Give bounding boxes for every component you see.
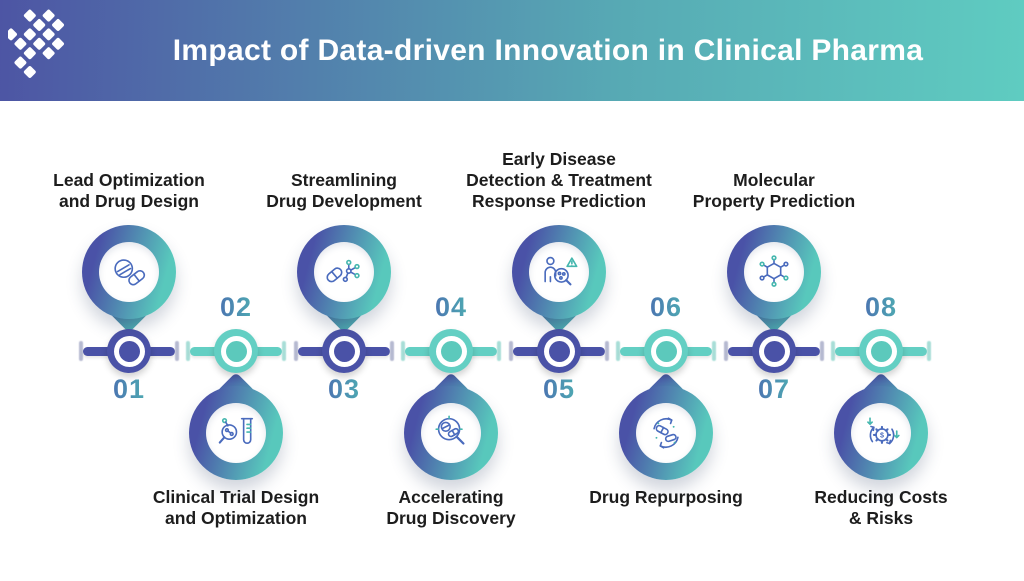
page-title: Impact of Data-driven Innovation in Clin… xyxy=(172,33,924,67)
item-number: 07 xyxy=(734,374,814,405)
item-bubble xyxy=(727,225,821,333)
timeline-node xyxy=(429,329,473,373)
timeline-segment xyxy=(186,329,286,373)
item-number: 05 xyxy=(519,374,599,405)
item-number: 08 xyxy=(841,292,921,323)
timeline-segment xyxy=(79,329,179,373)
item-bubble: $ xyxy=(834,372,928,480)
timeline-node xyxy=(107,329,151,373)
svg-text:$: $ xyxy=(880,431,884,439)
timeline-segment xyxy=(616,329,716,373)
pills-icon xyxy=(114,259,146,286)
item-title: Lead Optimization and Drug Design xyxy=(53,170,205,211)
item-title: Molecular Property Prediction xyxy=(692,170,856,211)
item-title: Streamlining Drug Development xyxy=(266,170,422,211)
magnifier-pills-icon xyxy=(435,415,465,445)
pixel-cluster-logo-icon xyxy=(5,4,84,89)
item-number: 03 xyxy=(304,374,384,405)
item-bubble xyxy=(619,372,713,480)
capsule-molecule-icon xyxy=(326,259,360,283)
timeline-segment xyxy=(831,329,931,373)
timeline-node xyxy=(537,329,581,373)
patient-risk-icon xyxy=(544,256,578,286)
timeline-segment xyxy=(509,329,609,373)
item-number: 06 xyxy=(626,292,706,323)
timeline-node xyxy=(644,329,688,373)
timeline-segment xyxy=(401,329,501,373)
item-number: 04 xyxy=(411,292,491,323)
molecule-icon xyxy=(759,255,789,287)
timeline-node xyxy=(859,329,903,373)
item-bubble xyxy=(404,372,498,480)
drug-repurposing-icon xyxy=(653,417,679,449)
item-bubble xyxy=(82,225,176,333)
item-title: Early Disease Detection & Treatment Resp… xyxy=(466,149,652,211)
timeline-segment xyxy=(294,329,394,373)
item-title: Reducing Costs & Risks xyxy=(814,487,948,528)
header-banner: Impact of Data-driven Innovation in Clin… xyxy=(0,0,1024,101)
item-bubble xyxy=(297,225,391,333)
item-title: Accelerating Drug Discovery xyxy=(386,487,516,528)
cost-risk-icon: $ xyxy=(867,417,900,445)
timeline-node xyxy=(214,329,258,373)
item-bubble xyxy=(189,372,283,480)
timeline-node xyxy=(322,329,366,373)
test-tube-magnifier-icon xyxy=(218,417,254,445)
timeline-segment xyxy=(724,329,824,373)
item-number: 01 xyxy=(89,374,169,405)
item-number: 02 xyxy=(196,292,276,323)
item-title: Clinical Trial Design and Optimization xyxy=(152,487,320,528)
item-title: Drug Repurposing xyxy=(589,487,743,507)
timeline-node xyxy=(752,329,796,373)
item-bubble xyxy=(512,225,606,333)
